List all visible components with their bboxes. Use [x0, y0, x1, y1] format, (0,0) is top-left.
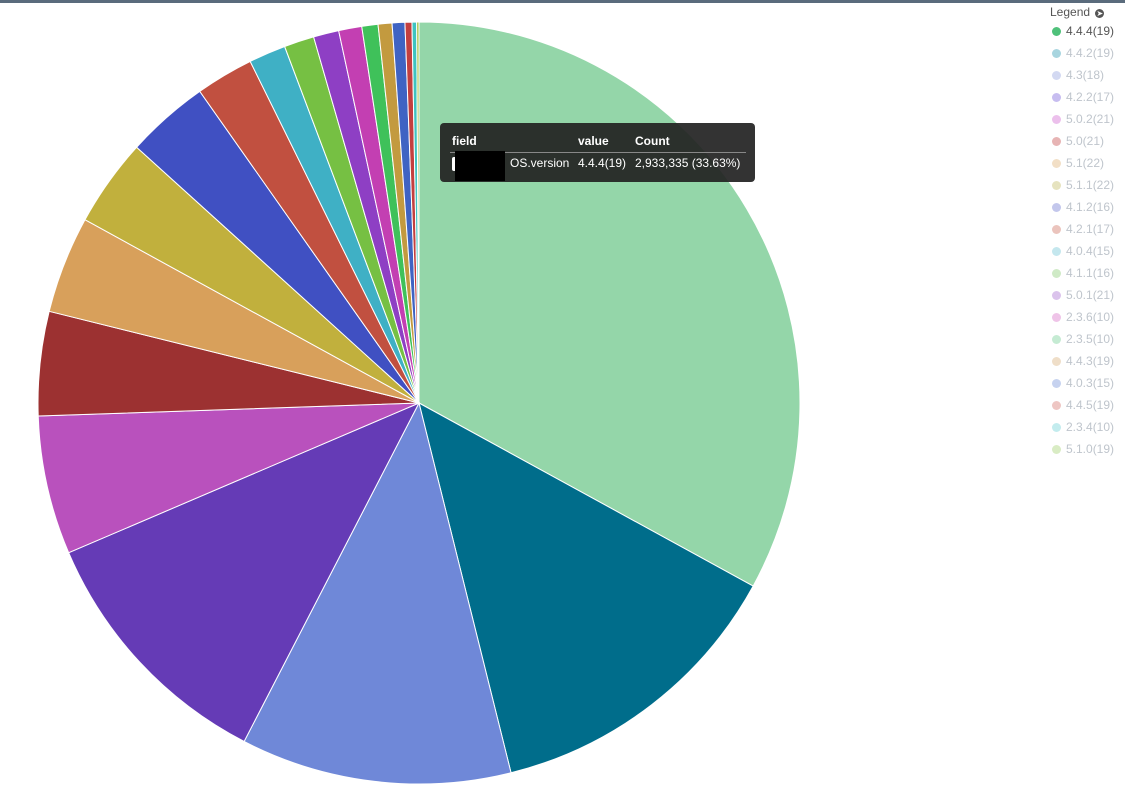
legend-label: 4.4.2(19)	[1066, 46, 1115, 60]
legend-swatch	[1052, 225, 1061, 234]
legend-swatch	[1052, 49, 1061, 58]
legend-swatch	[1052, 423, 1061, 432]
legend-swatch	[1052, 159, 1061, 168]
tooltip-divider	[450, 152, 746, 153]
legend-item[interactable]: 4.1.1(16)	[1050, 262, 1125, 284]
legend-swatch	[1052, 313, 1061, 322]
legend-label: 4.2.2(17)	[1066, 90, 1115, 104]
legend-label: 5.0.2(21)	[1066, 112, 1115, 126]
legend-swatch	[1052, 247, 1061, 256]
pie-chart	[37, 21, 801, 785]
legend-label: 4.3(18)	[1066, 68, 1105, 82]
legend-item[interactable]: 4.4.5(19)	[1050, 394, 1125, 416]
legend-swatch	[1052, 335, 1061, 344]
tooltip-header-value: value	[578, 134, 609, 148]
legend-label: 5.1.0(19)	[1066, 442, 1115, 456]
legend-toggle[interactable]: Legend ➤	[1050, 4, 1125, 20]
legend-swatch	[1052, 93, 1061, 102]
legend-item[interactable]: 5.1.1(22)	[1050, 174, 1125, 196]
legend-label: 4.2.1(17)	[1066, 222, 1115, 236]
legend: Legend ➤ 4.4.4(19) 4.4.2(19) 4.3(18) 4.2.2(…	[1050, 4, 1125, 460]
legend-item[interactable]: 4.1.2(16)	[1050, 196, 1125, 218]
legend-item[interactable]: 2.3.6(10)	[1050, 306, 1125, 328]
legend-item[interactable]: 4.3(18)	[1050, 64, 1125, 86]
legend-swatch	[1052, 445, 1061, 454]
legend-label: 2.3.5(10)	[1066, 332, 1115, 346]
legend-label: 4.0.4(15)	[1066, 244, 1115, 258]
legend-swatch	[1052, 115, 1061, 124]
legend-item[interactable]: 4.2.2(17)	[1050, 86, 1125, 108]
tooltip-field-value: OS.version	[510, 156, 570, 170]
tooltip-header-count: Count	[635, 134, 670, 148]
legend-item[interactable]: 2.3.5(10)	[1050, 328, 1125, 350]
arrow-circle-right-icon: ➤	[1095, 9, 1105, 18]
legend-item[interactable]: 5.1(22)	[1050, 152, 1125, 174]
legend-swatch	[1052, 291, 1061, 300]
top-border	[0, 0, 1125, 3]
tooltip-value-value: 4.4.4(19)	[578, 156, 627, 170]
legend-label: 5.1.1(22)	[1066, 178, 1115, 192]
legend-item[interactable]: 4.0.4(15)	[1050, 240, 1125, 262]
legend-item[interactable]: 2.3.4(10)	[1050, 416, 1125, 438]
legend-label: 4.1.2(16)	[1066, 200, 1115, 214]
tooltip-count-value: 2,933,335 (33.63%)	[635, 156, 741, 170]
pie-slice[interactable]	[67, 401, 421, 743]
legend-item[interactable]: 4.4.3(19)	[1050, 350, 1125, 372]
legend-swatch	[1052, 379, 1061, 388]
legend-swatch	[1052, 71, 1061, 80]
legend-swatch	[1052, 27, 1061, 36]
legend-item[interactable]: 5.1.0(19)	[1050, 438, 1125, 460]
legend-label: 5.0(21)	[1066, 134, 1105, 148]
tooltip-header-field: field	[452, 134, 477, 148]
legend-label: 4.1.1(16)	[1066, 266, 1115, 280]
legend-item[interactable]: 4.2.1(17)	[1050, 218, 1125, 240]
legend-item[interactable]: 5.0.2(21)	[1050, 108, 1125, 130]
pie-slice[interactable]	[418, 402, 754, 774]
legend-swatch	[1052, 137, 1061, 146]
legend-label: 4.0.3(15)	[1066, 376, 1115, 390]
slice-tooltip: field value Count OS.version 4.4.4(19) 2…	[440, 123, 755, 182]
redaction-block	[455, 151, 505, 181]
legend-label: 2.3.4(10)	[1066, 420, 1115, 434]
pie-slice[interactable]	[243, 401, 512, 785]
legend-item[interactable]: 4.0.3(15)	[1050, 372, 1125, 394]
legend-label: 4.4.5(19)	[1066, 398, 1115, 412]
legend-title: Legend	[1050, 5, 1091, 19]
legend-label: 4.4.4(19)	[1066, 24, 1115, 38]
legend-label: 5.0.1(21)	[1066, 288, 1115, 302]
chart-area	[37, 21, 801, 785]
legend-swatch	[1052, 269, 1061, 278]
legend-label: 4.4.3(19)	[1066, 354, 1115, 368]
legend-item[interactable]: 4.4.4(19)	[1050, 20, 1125, 42]
legend-item[interactable]: 5.0.1(21)	[1050, 284, 1125, 306]
legend-list: 4.4.4(19) 4.4.2(19) 4.3(18) 4.2.2(17) 5.0.2(…	[1050, 20, 1125, 460]
legend-swatch	[1052, 181, 1061, 190]
legend-swatch	[1052, 401, 1061, 410]
legend-swatch	[1052, 357, 1061, 366]
legend-swatch	[1052, 203, 1061, 212]
legend-label: 5.1(22)	[1066, 156, 1105, 170]
pie-slice[interactable]	[37, 402, 420, 554]
legend-label: 2.3.6(10)	[1066, 310, 1115, 324]
pie-slice[interactable]	[416, 21, 420, 404]
legend-item[interactable]: 5.0(21)	[1050, 130, 1125, 152]
legend-item[interactable]: 4.4.2(19)	[1050, 42, 1125, 64]
